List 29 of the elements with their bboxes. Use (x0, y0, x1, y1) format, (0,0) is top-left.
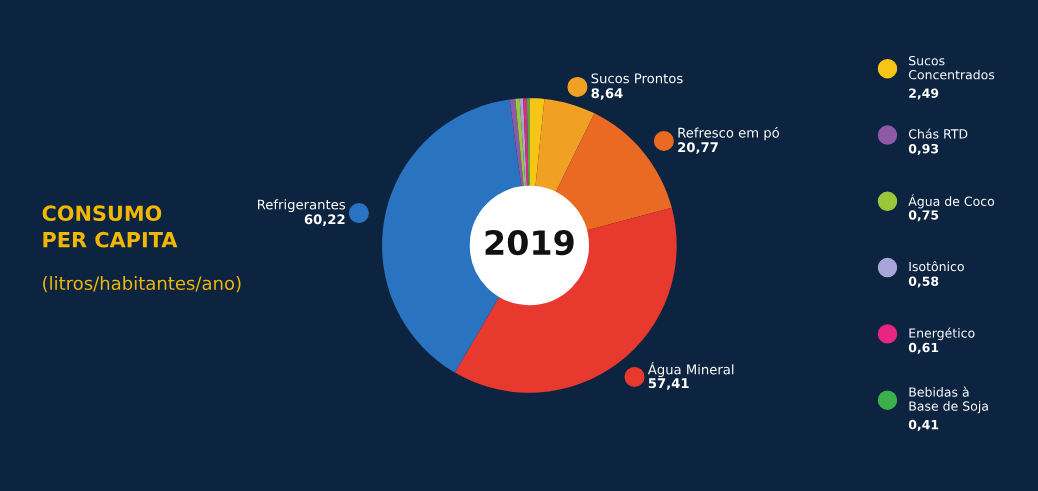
donut-slice (535, 98, 595, 193)
legend-label: Bebidas à Base de Soja (909, 386, 988, 414)
text: CONSUMO PER CAPITA (42, 205, 178, 248)
legend-label: Sucos Prontos (591, 73, 683, 84)
legend-label: Refresco em pó (678, 126, 780, 141)
data-label: 0,58 (908, 276, 939, 288)
data-label: 0,75 (908, 210, 939, 222)
text: (litros/habitantes/ano) (43, 276, 241, 293)
legend-label: Água de Coco (908, 194, 995, 209)
legend-label: Energético (909, 327, 975, 341)
legend-label: Sucos Concentrados (908, 55, 995, 80)
data-label: 2,49 (909, 88, 939, 100)
donut-slice (555, 113, 672, 231)
legend-label: Isotônico (909, 261, 964, 272)
data-label: 20,77 (678, 142, 718, 154)
slice-label: Refrigerantes (258, 199, 346, 213)
data-label: 0,93 (908, 143, 939, 155)
data-label: 0,61 (908, 342, 939, 354)
legend-label: Chás RTD (908, 128, 968, 139)
data-label: 57,41 (648, 378, 689, 390)
data-label: 8,64 (591, 88, 623, 100)
donut-slice (519, 98, 527, 187)
legend-label: Água Mineral (647, 362, 734, 377)
text: 2019 (485, 229, 574, 256)
donut-slice (515, 98, 526, 187)
donut-slice (509, 98, 524, 188)
data-label: 0,41 (908, 419, 939, 431)
donut-slice (529, 98, 545, 187)
data-label: 60,22 (304, 214, 345, 226)
